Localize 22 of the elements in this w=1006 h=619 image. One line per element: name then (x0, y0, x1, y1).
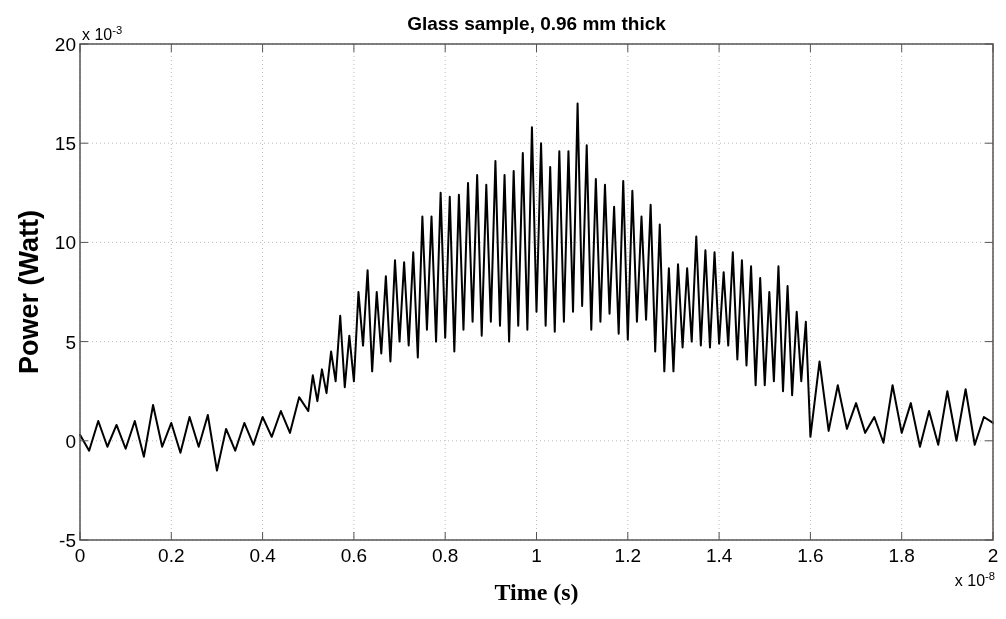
x-tick-label: 2 (987, 545, 999, 566)
x-tick-label: 1 (531, 545, 542, 566)
y-tick-label: 15 (54, 133, 76, 155)
x-tick-label: 0.8 (431, 545, 459, 566)
text: x 10$^{-8}$ (954, 570, 995, 589)
x-tick-label: 0.2 (158, 545, 185, 566)
x-tick-label: 1.2 (614, 545, 642, 566)
x-tick-label: 1.6 (797, 545, 824, 566)
x-tick-label: 0.4 (249, 545, 277, 566)
x-tick-label: 0.6 (340, 545, 368, 566)
x-axis-title: Time (s) (494, 579, 579, 605)
y-tick-label: 20 (54, 34, 76, 55)
chart-title: Glass sample, 0.96 mm thick (407, 13, 667, 34)
x-tick-label: 1.8 (888, 545, 915, 566)
line-series (79, 102, 994, 472)
y-tick-label: 0 (65, 430, 76, 452)
y-tick-label: 10 (54, 232, 76, 254)
text: x 10$^{-3}$ (82, 24, 123, 43)
y-tick-label: 5 (65, 331, 76, 353)
x-tick-label: 1.4 (705, 545, 733, 566)
y-axis-title: Power (Watt) (14, 210, 44, 374)
y-tick-label: -5 (59, 530, 76, 551)
